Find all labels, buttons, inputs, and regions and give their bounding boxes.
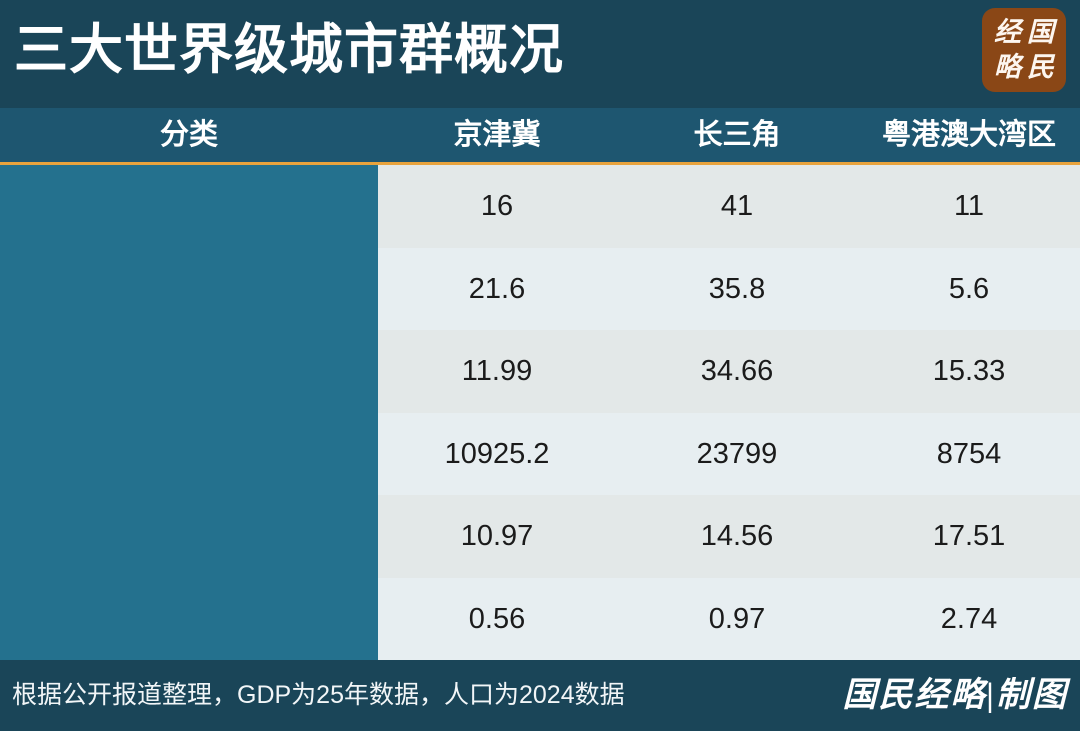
row-value-greater-bay-area: 11 [953,190,985,222]
row-stripe [378,412,1080,495]
row-value-greater-bay-area: 5.6 [948,272,990,305]
row-stripe [378,577,1080,660]
column-header-category: 分类 [159,119,218,151]
column-header-jingjinji: 京津冀 [453,119,541,151]
credit-byline: 国民经略|制图 [842,677,1068,714]
row-value-yangtze-delta: 35.8 [708,272,766,305]
row-value-greater-bay-area: 17.51 [932,520,1006,552]
table-row: 城市（个） 16 41 11 [0,165,1080,248]
table-row: 人口（万人） 10925.2 23799 8754 [0,412,1080,495]
row-stripe [378,495,1080,578]
row-stripe [378,330,1080,413]
brand-logo: 经 国 略 民 [982,8,1066,92]
row-value-yangtze-delta: 0.97 [708,602,766,635]
row-value-yangtze-delta: 34.66 [700,355,774,387]
row-value-jingjinji: 10925.2 [444,437,550,470]
title-bar: 三大世界级城市群概况 经 国 略 民 [0,0,1080,108]
column-header-yangtze-delta: 长三角 [693,119,781,151]
logo-char-4: 民 [1027,52,1054,82]
logo-char-2: 国 [1027,17,1054,47]
row-value-greater-bay-area: 2.74 [940,602,998,635]
row-value-yangtze-delta: 14.56 [700,520,774,552]
logo-char-1: 经 [994,17,1021,47]
footer-bar: 根据公开报道整理，GDP为25年数据，人口为2024数据 国民经略|制图 [0,660,1080,731]
row-value-greater-bay-area: 15.33 [932,355,1006,387]
row-value-yangtze-delta: 41 [720,190,754,222]
row-value-jingjinji: 21.6 [468,272,526,305]
source-note: 根据公开报道整理，GDP为25年数据，人口为2024数据 [12,681,625,709]
row-value-greater-bay-area: 8754 [936,437,1002,470]
row-value-jingjinji: 16 [480,190,514,222]
row-value-jingjinji: 11.99 [461,355,533,387]
row-value-jingjinji: 10.97 [460,520,534,552]
row-stripe [378,247,1080,330]
row-stripe [378,165,1080,248]
row-value-yangtze-delta: 23799 [696,437,778,470]
table-header-row: 分类 京津冀 长三角 粤港澳大湾区 [0,108,1080,162]
row-value-jingjinji: 0.56 [468,602,526,635]
logo-char-3: 略 [994,52,1021,82]
table-body: 国民经略 城市（个） 16 41 11 面积（万平方公里） 21.6 35.8 … [0,165,1080,660]
page-title: 三大世界级城市群概况 [14,20,564,80]
label-column-background [0,165,378,660]
column-header-greater-bay-area: 粤港澳大湾区 [881,119,1056,151]
header-divider-rule [0,162,1080,165]
